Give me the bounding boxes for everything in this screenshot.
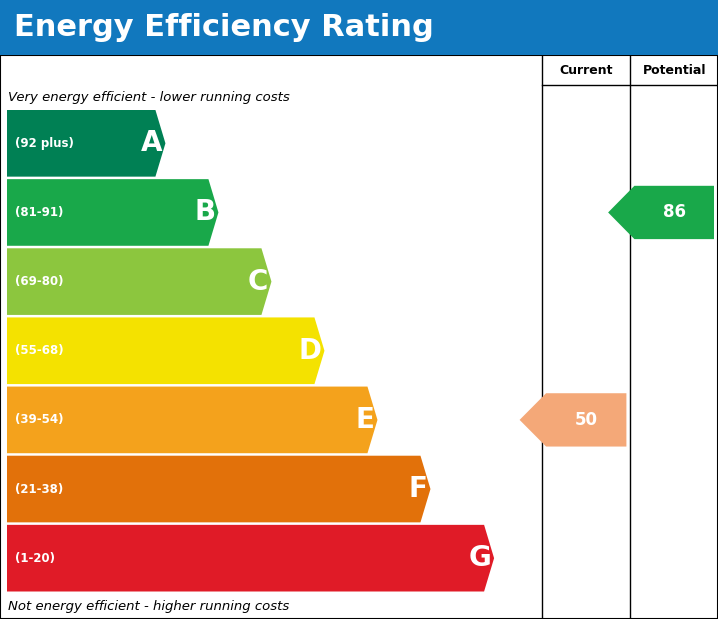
Text: Energy Efficiency Rating: Energy Efficiency Rating [14, 13, 434, 42]
Polygon shape [7, 110, 165, 176]
Polygon shape [7, 456, 431, 522]
Text: (21-38): (21-38) [15, 483, 63, 496]
Text: 50: 50 [574, 411, 598, 429]
Text: Potential: Potential [643, 64, 706, 77]
Text: B: B [195, 199, 215, 227]
Text: G: G [468, 544, 491, 572]
Polygon shape [7, 179, 218, 246]
Text: F: F [409, 475, 427, 503]
Text: (92 plus): (92 plus) [15, 137, 74, 150]
Text: C: C [248, 267, 269, 296]
Text: Very energy efficient - lower running costs: Very energy efficient - lower running co… [8, 91, 290, 104]
Text: (55-68): (55-68) [15, 344, 64, 357]
Text: (81-91): (81-91) [15, 206, 63, 219]
Text: Not energy efficient - higher running costs: Not energy efficient - higher running co… [8, 600, 289, 613]
Polygon shape [7, 525, 494, 592]
Bar [0, 0, 718, 55]
Text: (69-80): (69-80) [15, 275, 63, 288]
Polygon shape [7, 318, 325, 384]
Text: D: D [299, 337, 322, 365]
Polygon shape [608, 186, 714, 239]
Text: (1-20): (1-20) [15, 552, 55, 565]
Text: (39-54): (39-54) [15, 413, 63, 426]
Text: E: E [355, 406, 375, 434]
Polygon shape [520, 393, 626, 446]
Text: A: A [141, 129, 162, 157]
Text: 86: 86 [663, 204, 686, 222]
Polygon shape [7, 248, 271, 315]
Text: Current: Current [559, 64, 613, 77]
Polygon shape [7, 387, 378, 453]
